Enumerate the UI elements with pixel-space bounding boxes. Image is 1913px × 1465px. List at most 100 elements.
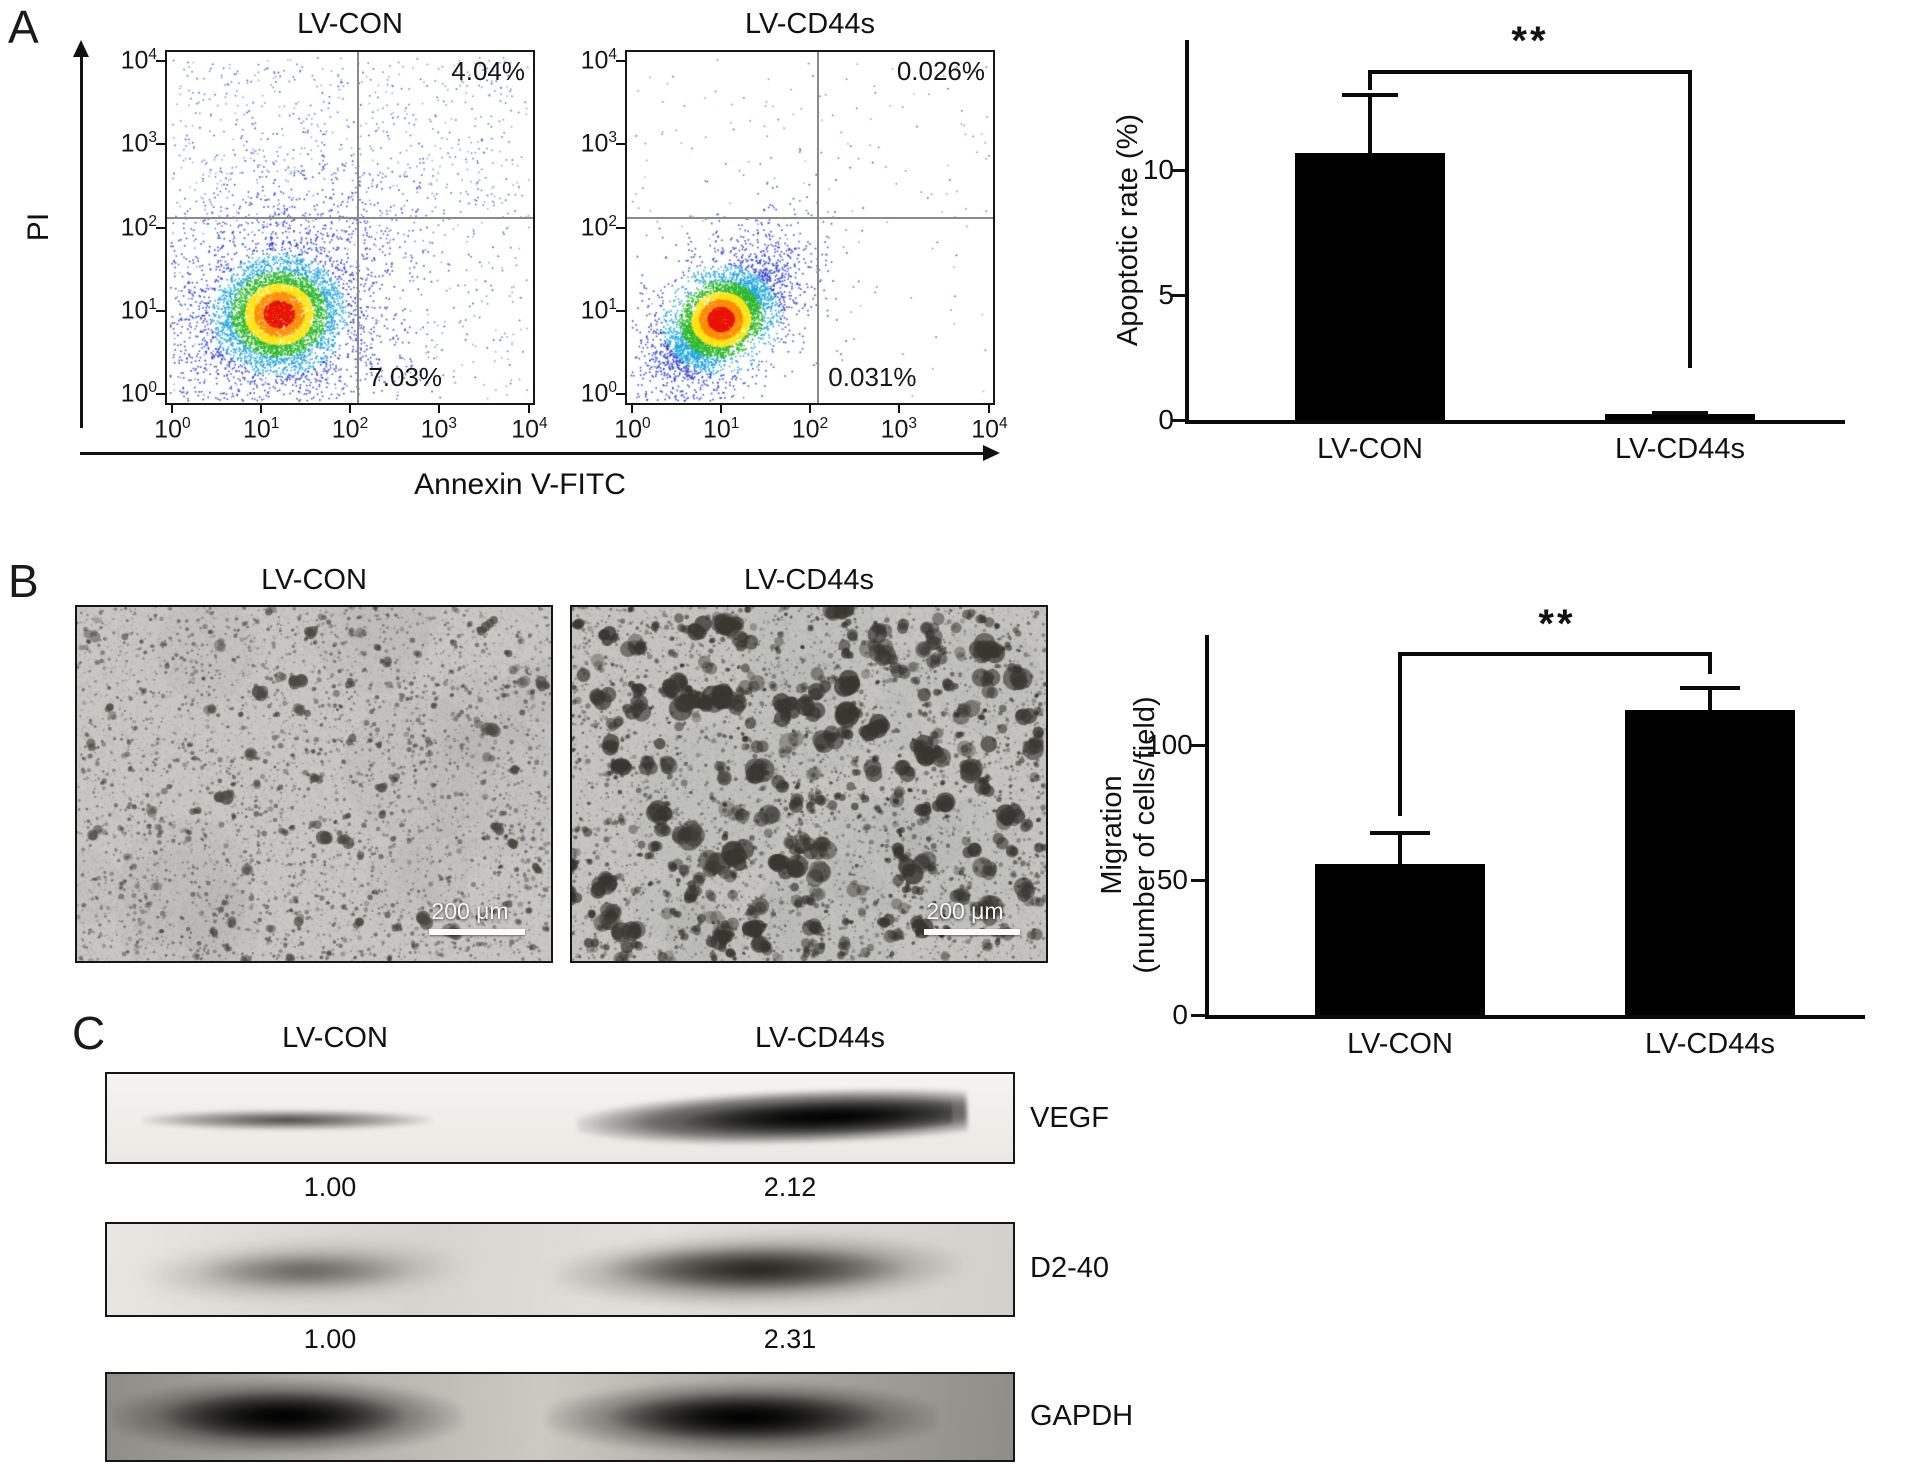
flow-x-tick: 100	[154, 415, 191, 444]
flow-x-tick: 100	[614, 415, 651, 444]
micro-canvas-lv-con	[77, 607, 551, 961]
chart-b-y-axis	[1205, 635, 1209, 1019]
flow-y-tickmark	[616, 143, 625, 146]
significance-bracket	[1368, 70, 1692, 74]
error-bar-cap	[1370, 831, 1430, 836]
quadrant-gate-horizontal	[167, 216, 533, 219]
micro-canvas-lv-cd44s	[572, 607, 1046, 961]
lower-right-percentage: 7.03%	[368, 362, 443, 392]
micro-image-lv-cd44s: 200 μm	[570, 605, 1048, 963]
bar-lv-con	[1315, 863, 1485, 1015]
micro-image-lv-con: 200 μm	[75, 605, 553, 963]
y-tick-50: 50	[1156, 864, 1188, 895]
error-bar-cap	[1680, 685, 1740, 690]
flow-x-tickmark	[437, 405, 440, 413]
panel-b-label: B	[8, 555, 39, 607]
flow-y-tickmark	[156, 309, 165, 312]
micro-title-lvcon: LV-CON	[261, 564, 367, 596]
flow-plot-title-lvcd44s: LV-CD44s	[744, 8, 876, 40]
flow-x-tickmark	[988, 405, 991, 413]
bar-lv-cd44s	[1625, 709, 1795, 1015]
migration-chart: Migration (number of cells/field) 0 50 1…	[1096, 600, 1913, 1070]
bar-lv-con	[1295, 152, 1445, 420]
y-tickmark	[1191, 743, 1205, 747]
vegf-band-lv-con	[142, 1110, 432, 1130]
significance-stars: **	[1511, 19, 1549, 63]
error-bar-stem	[1368, 92, 1372, 153]
flow-x-tick: 101	[242, 415, 280, 444]
flow-y-tickmark	[156, 226, 165, 229]
error-bar-cap	[1652, 410, 1708, 415]
bar-lv-cd44s	[1605, 413, 1755, 420]
chart-b-y-label-line1: Migration	[1096, 775, 1128, 895]
chart-b-x-axis	[1205, 1015, 1865, 1019]
blot-name-vegf: VEGF	[1030, 1102, 1109, 1134]
flow-x-tickmark	[260, 405, 263, 413]
apoptotic-rate-chart: Apoptotic rate (%) 0 5 10 ** LV-CON LV-C…	[1100, 15, 1913, 495]
flow-x-tick: 101	[702, 415, 740, 444]
scale-bar-line	[924, 929, 1020, 935]
significance-bracket	[1398, 652, 1402, 816]
scale-bar-text: 200 μm	[431, 898, 509, 924]
flow-x-tick: 103	[420, 415, 458, 444]
x-axis-arrowhead	[983, 445, 1000, 461]
chart-b-y-axis-label: Migration (number of cells/field)	[1096, 620, 1164, 1050]
flow-plot-lvcon: 4.04% 7.03%	[165, 50, 535, 405]
y-tickmark	[1171, 418, 1185, 422]
y-tickmark	[1171, 293, 1185, 297]
flow-x-tick: 102	[331, 415, 369, 444]
d240-quant-lv-cd44s: 2.31	[763, 1324, 817, 1354]
flow-y-tick: 103	[580, 129, 617, 158]
y-tick-10: 10	[1142, 154, 1174, 185]
flow-x-tickmark	[528, 405, 531, 413]
y-tick-100: 100	[1146, 729, 1193, 760]
lower-right-percentage: 0.031%	[828, 362, 917, 392]
upper-right-percentage: 4.04%	[451, 56, 525, 86]
significance-bracket	[1368, 70, 1372, 90]
gapdh-band-lv-cd44s-core	[602, 1392, 892, 1442]
chart-a-y-axis	[1185, 40, 1189, 424]
flow-plot-title-lvcon: LV-CON	[297, 8, 403, 40]
flow-y-tick: 104	[120, 45, 157, 74]
upper-right-percentage: 0.026%	[896, 56, 985, 86]
flow-y-tick: 101	[580, 295, 617, 325]
blot-gapdh	[105, 1372, 1015, 1462]
error-bar-stem	[1708, 685, 1712, 710]
flow-x-tickmark	[171, 405, 174, 413]
flow-x-axis-label: Annexin V-FITC	[414, 468, 626, 501]
blot-vegf	[105, 1072, 1015, 1164]
flow-scatter-canvas-lvcd44s	[627, 52, 993, 403]
gapdh-band-lv-con-core	[152, 1390, 412, 1442]
category-label-lv-cd44s: LV-CD44s	[1614, 433, 1746, 465]
flow-y-tickmark	[616, 59, 625, 62]
flow-x-tick: 103	[880, 415, 918, 444]
flow-x-tickmark	[720, 405, 723, 413]
quadrant-gate-vertical	[817, 52, 820, 403]
flow-x-tickmark	[897, 405, 900, 413]
flow-y-tickmark	[156, 143, 165, 146]
category-label-lv-con: LV-CON	[1317, 433, 1423, 465]
flow-y-tickmark	[616, 309, 625, 312]
vegf-quant-lv-cd44s: 2.12	[763, 1172, 817, 1202]
flow-y-axis-label: PI	[22, 212, 55, 242]
y-tick-0: 0	[1172, 999, 1188, 1030]
flow-y-tick: 100	[580, 379, 617, 408]
y-tickmark	[1191, 1013, 1205, 1017]
d240-band-lv-con-core	[197, 1254, 417, 1288]
significance-stars: **	[1538, 602, 1576, 646]
significance-bracket	[1688, 70, 1692, 368]
micro-title-lvcd44s: LV-CD44s	[743, 564, 875, 596]
flow-y-tickmark	[616, 393, 625, 396]
vegf-quant-lv-con: 1.00	[303, 1172, 357, 1202]
flow-y-tick: 104	[580, 45, 617, 74]
blot-name-d2-40: D2-40	[1030, 1252, 1109, 1284]
flow-x-tickmark	[809, 405, 811, 413]
y-tickmark	[1171, 168, 1185, 172]
flow-scatter-canvas-lvcon	[167, 52, 533, 403]
scale-bar-text: 200 μm	[926, 898, 1004, 924]
flow-y-tick: 100	[120, 379, 157, 408]
flow-x-tickmark	[349, 405, 351, 413]
y-tickmark	[1191, 878, 1205, 882]
y-tick-5: 5	[1158, 279, 1174, 310]
